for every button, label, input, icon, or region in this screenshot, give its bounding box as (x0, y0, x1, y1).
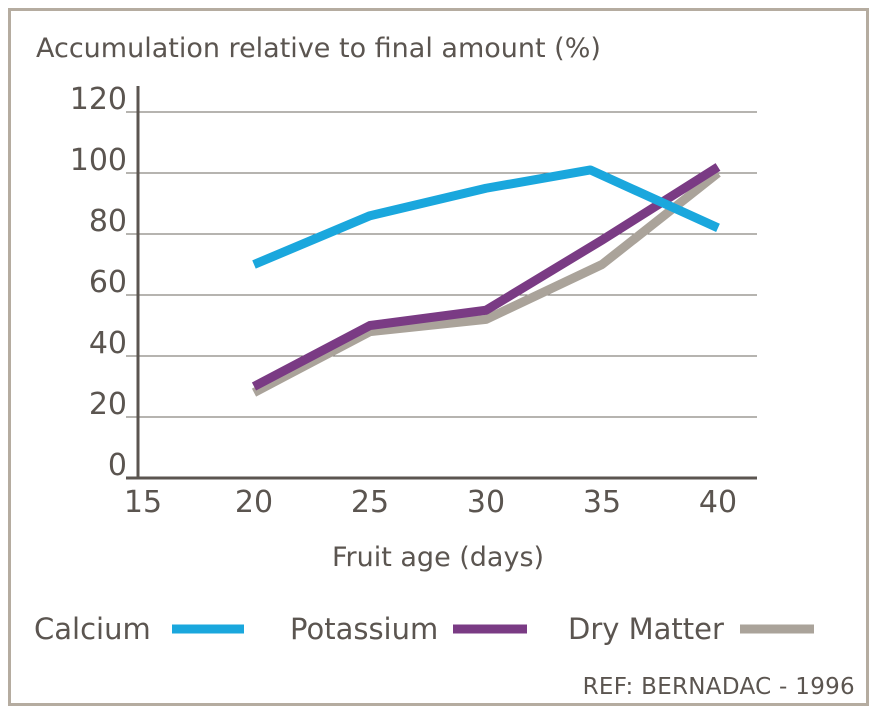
x-tick-label: 25 (351, 485, 389, 520)
legend-label: Calcium (34, 612, 151, 646)
series-line-dry-matter (251, 169, 721, 397)
series-line-potassium (251, 163, 721, 391)
x-tick-label: 30 (467, 485, 505, 520)
x-tick-label: 15 (124, 485, 162, 520)
x-tick-label: 35 (583, 485, 621, 520)
x-tick-label: 40 (699, 485, 737, 520)
y-tick-label: 60 (89, 265, 127, 300)
y-tick-label: 80 (89, 204, 127, 239)
reference-note: REF: BERNADAC - 1996 (583, 674, 855, 700)
y-tick-label: 20 (89, 387, 127, 422)
x-axis-label: Fruit age (days) (332, 542, 544, 573)
legend-label: Potassium (290, 612, 438, 646)
y-tick-label: 120 (70, 82, 127, 117)
chart-frame (8, 8, 869, 706)
series-line-calcium (252, 165, 720, 269)
legend-label: Dry Matter (568, 612, 724, 646)
y-tick-label: 100 (70, 143, 127, 178)
y-tick-label: 0 (108, 448, 127, 483)
y-tick-label: 40 (89, 326, 127, 361)
chart-title: Accumulation relative to final amount (%… (36, 33, 601, 64)
x-tick-label: 20 (235, 485, 273, 520)
